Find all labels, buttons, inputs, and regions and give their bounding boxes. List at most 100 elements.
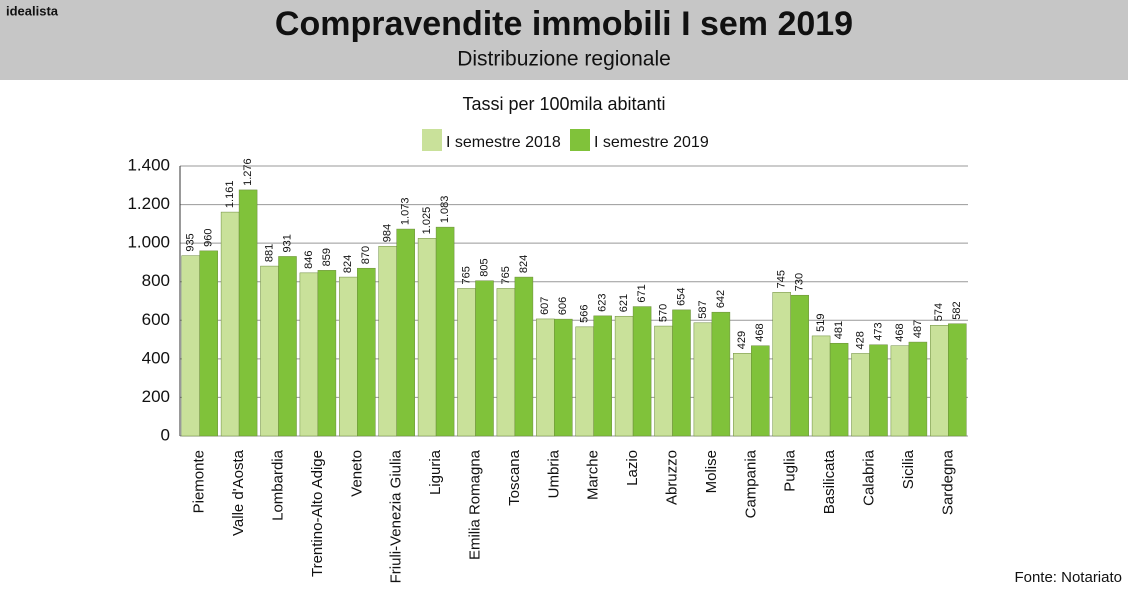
value-label: 621 — [618, 294, 630, 312]
value-label: 870 — [360, 246, 372, 264]
y-tick-label: 200 — [142, 387, 170, 406]
x-tick-label: Liguria — [427, 449, 444, 495]
x-tick-label: Campania — [742, 449, 759, 518]
value-label: 765 — [460, 266, 472, 284]
bar — [890, 345, 910, 437]
value-label: 623 — [597, 293, 609, 311]
bar — [199, 250, 218, 437]
value-label: 960 — [203, 228, 215, 246]
chart-title: Compravendite immobili I sem 2019 — [275, 5, 853, 43]
bar — [554, 318, 573, 437]
x-tick-label: Lazio — [624, 450, 641, 486]
x-tick-label: Friuli-Venezia Giulia — [388, 449, 405, 583]
legend-label: I semestre 2019 — [594, 134, 709, 151]
x-tick-label: Piemonte — [191, 450, 208, 513]
bar — [514, 276, 534, 437]
value-label: 1.276 — [242, 158, 254, 186]
bar — [829, 342, 849, 437]
bar — [614, 315, 634, 437]
value-label: 824 — [342, 255, 354, 273]
bar — [654, 325, 673, 437]
bar — [238, 189, 258, 437]
bar — [632, 306, 652, 437]
value-label: 468 — [754, 323, 766, 341]
x-tick-label: Emilia Romagna — [466, 449, 483, 560]
bar — [536, 318, 555, 437]
value-label: 805 — [478, 258, 490, 276]
bar — [496, 288, 516, 437]
value-label: 519 — [815, 314, 827, 332]
bar — [339, 276, 358, 437]
bar — [751, 345, 770, 437]
value-label: 566 — [579, 304, 591, 322]
x-tick-label: Calabria — [860, 449, 877, 506]
value-label: 606 — [557, 297, 569, 315]
value-label: 574 — [933, 303, 945, 321]
value-label: 859 — [321, 248, 333, 266]
bar — [711, 311, 731, 437]
value-label: 654 — [675, 288, 687, 306]
bar — [417, 238, 437, 437]
value-label: 487 — [912, 320, 924, 338]
value-label: 745 — [776, 270, 788, 288]
bar — [396, 228, 415, 437]
header-band — [0, 0, 1128, 80]
bar — [672, 309, 691, 437]
value-label: 1.025 — [421, 207, 433, 235]
value-label: 935 — [185, 233, 197, 251]
x-tick-label: Lombardia — [269, 449, 286, 521]
value-label: 473 — [872, 322, 884, 340]
value-label: 642 — [715, 290, 727, 308]
bar — [278, 256, 297, 437]
value-label: 468 — [894, 323, 906, 341]
value-label: 931 — [281, 234, 293, 252]
bar — [948, 323, 967, 437]
bar — [260, 265, 279, 437]
bar — [378, 245, 397, 437]
legend-swatch — [422, 129, 442, 151]
value-label: 429 — [736, 331, 748, 349]
x-tick-label: Toscana — [506, 449, 523, 506]
value-label: 582 — [951, 301, 963, 319]
bar — [772, 292, 791, 437]
x-tick-label: Puglia — [782, 449, 799, 491]
bar — [693, 322, 713, 437]
value-label: 1.161 — [224, 181, 236, 209]
x-tick-label: Valle d'Aosta — [230, 449, 247, 536]
bar — [908, 341, 928, 437]
bar — [357, 267, 376, 437]
bar — [181, 255, 200, 437]
value-label: 730 — [794, 273, 806, 291]
x-tick-label: Sicilia — [900, 449, 917, 489]
bar — [220, 211, 240, 437]
bar — [593, 315, 612, 437]
x-tick-label: Basilicata — [821, 449, 838, 514]
x-tick-label: Marche — [585, 450, 602, 500]
value-label: 846 — [303, 250, 315, 268]
bar — [457, 288, 476, 437]
x-tick-label: Molise — [703, 450, 720, 493]
value-label: 824 — [518, 255, 530, 273]
bar — [811, 335, 831, 437]
y-tick-label: 1.400 — [127, 155, 170, 174]
y-tick-label: 0 — [161, 425, 170, 444]
x-tick-label: Abruzzo — [663, 450, 680, 505]
legend-label: I semestre 2018 — [446, 134, 561, 151]
bar — [869, 344, 888, 437]
x-tick-label: Sardegna — [939, 449, 956, 515]
bar — [435, 226, 455, 437]
y-axis-label: Tassi per 100mila abitanti — [462, 94, 665, 114]
bar — [930, 325, 949, 437]
bar — [299, 272, 319, 437]
y-tick-label: 800 — [142, 271, 170, 290]
value-label: 607 — [539, 297, 551, 315]
y-tick-label: 600 — [142, 310, 170, 329]
bar — [851, 353, 870, 437]
value-label: 765 — [500, 266, 512, 284]
value-label: 881 — [263, 244, 275, 262]
bar — [575, 326, 594, 437]
bar — [475, 280, 494, 437]
bar — [733, 353, 752, 437]
